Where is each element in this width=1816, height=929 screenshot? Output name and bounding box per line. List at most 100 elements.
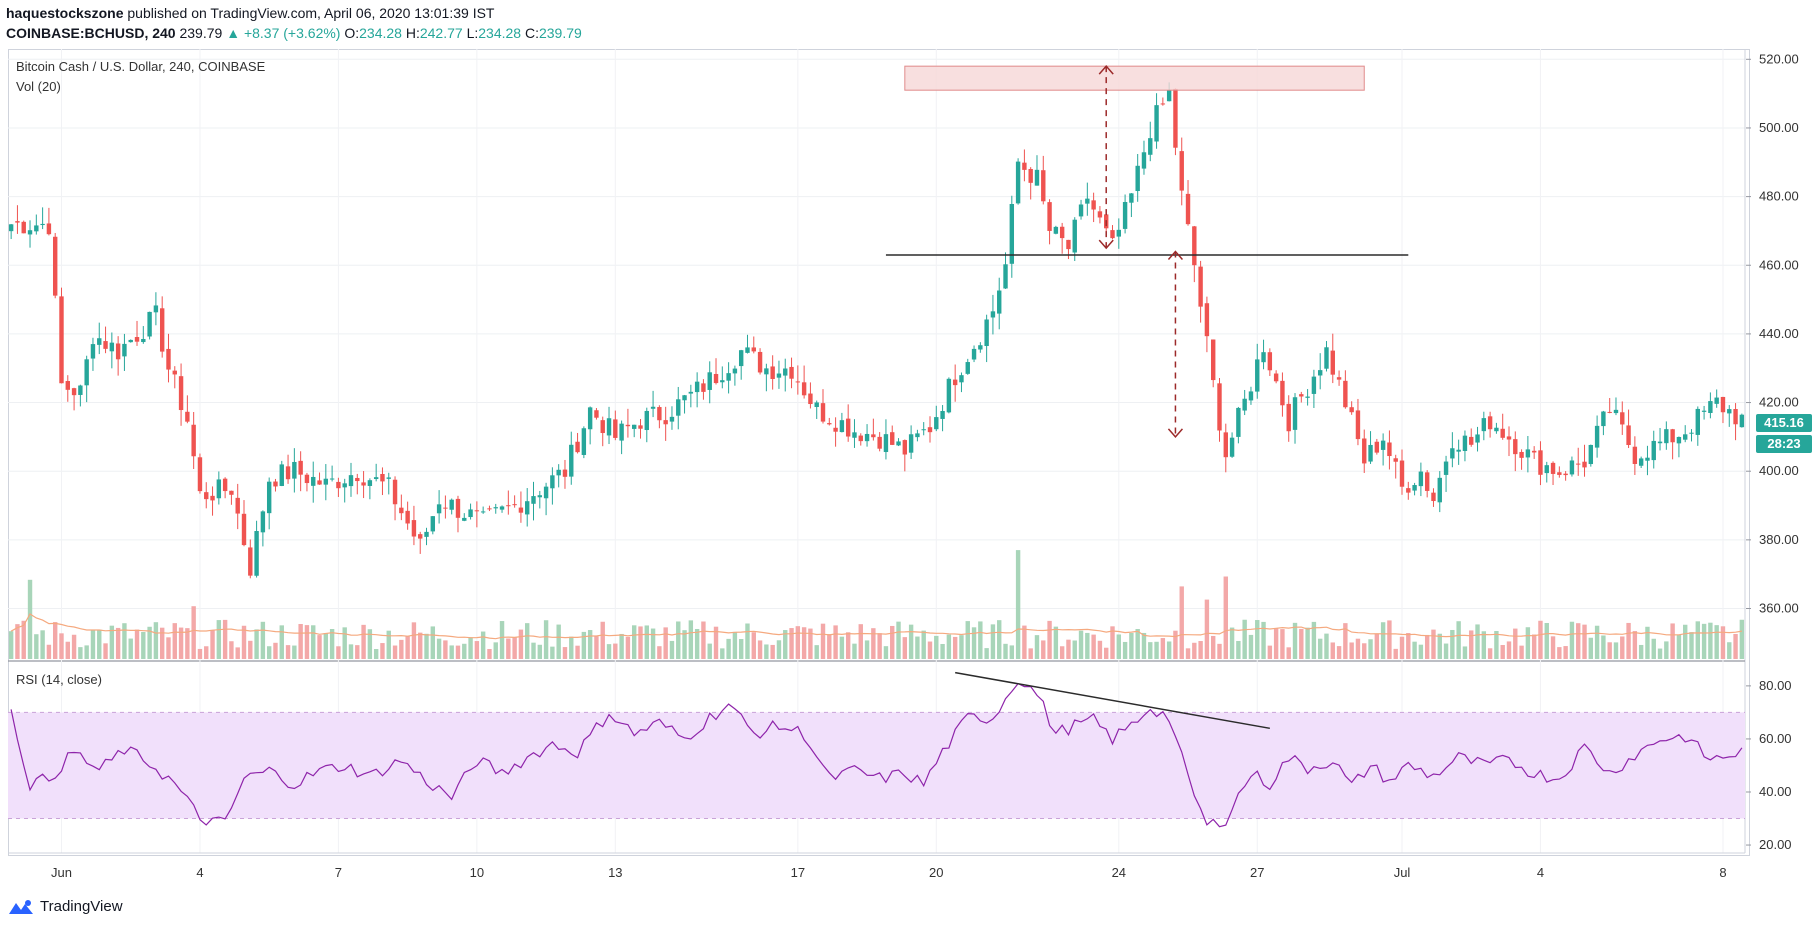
tradingview-brand[interactable]: TradingView (8, 898, 123, 915)
volume-bar (373, 649, 379, 659)
resistance-zone[interactable] (904, 65, 1365, 91)
volume-bar (1727, 642, 1732, 659)
volume-bar (537, 644, 543, 659)
candle-body (462, 517, 467, 521)
volume-bar (934, 635, 939, 659)
volume-bar (1613, 642, 1619, 659)
candle-body (1475, 434, 1480, 443)
volume-bar (1248, 634, 1254, 659)
candle-body (210, 495, 215, 501)
candle-body (216, 479, 222, 499)
candle-body (820, 403, 826, 422)
candle-body (1173, 88, 1178, 148)
volume-bar (1475, 624, 1480, 659)
volume-bar (1003, 643, 1008, 659)
volume-bar (908, 624, 914, 659)
volume-bar (978, 621, 983, 659)
volume-bar (726, 638, 731, 659)
volume-bar (65, 641, 70, 659)
candle-body (222, 478, 228, 492)
candle-body (1645, 457, 1650, 461)
volume-bar (449, 645, 454, 659)
close-value: 239.79 (538, 25, 582, 41)
candle-body (1727, 409, 1732, 414)
price-change: ▲ +8.37 (+3.62%) (226, 25, 341, 41)
candle-body (959, 375, 964, 383)
candle-body (1267, 352, 1273, 371)
volume-bar (990, 624, 996, 659)
candle-body (1544, 465, 1549, 474)
candle-body (430, 516, 436, 532)
candle-body (1059, 226, 1065, 239)
candle-body (845, 418, 851, 437)
volume-bar (216, 620, 222, 659)
volume-bar (1122, 641, 1128, 659)
candle-body (1638, 458, 1644, 466)
volume-bar (1594, 625, 1600, 659)
candle-body (1689, 432, 1694, 434)
candle-body (159, 308, 165, 352)
volume-bar (21, 620, 26, 659)
volume-bar (1500, 645, 1505, 659)
volume-bar (1097, 640, 1103, 659)
volume-bar (1550, 636, 1556, 659)
candle-body (1431, 492, 1436, 502)
candle-body (770, 366, 775, 379)
volume-bar (1041, 640, 1046, 659)
candle-body (556, 469, 561, 476)
volume-bar (1387, 620, 1392, 659)
volume-bar (298, 623, 303, 659)
low-label: L: (466, 25, 479, 41)
volume-bar (1538, 620, 1543, 659)
time-tick-label: 27 (1250, 865, 1264, 880)
rsi-divergence-trendline[interactable] (955, 671, 1270, 730)
candle-body (147, 311, 152, 337)
candle-body (1236, 407, 1241, 437)
volume-bar (952, 636, 958, 659)
volume-bar (997, 620, 1002, 659)
volume-bar (1324, 633, 1329, 659)
volume-bar (575, 645, 580, 659)
volume-bar (631, 625, 637, 659)
volume-bar (1009, 645, 1015, 659)
candle-body (1362, 438, 1367, 464)
volume-bar (436, 638, 442, 659)
open-label: O: (344, 25, 360, 41)
candle-body (134, 337, 140, 342)
volume-bar (883, 646, 889, 659)
volume-bar (820, 623, 826, 659)
candle-body (600, 420, 605, 434)
volume-bar (128, 638, 133, 659)
candle-body (839, 420, 845, 433)
volume-bar (399, 639, 404, 659)
volume-bar (864, 640, 870, 659)
volume-bar (84, 645, 89, 659)
volume-bar (34, 634, 39, 659)
publish-line: haquestockszone published on TradingView… (6, 5, 494, 21)
volume-bar (833, 625, 838, 659)
volume-bar (1431, 629, 1436, 659)
volume-bar (619, 633, 624, 659)
candle-body (285, 466, 291, 480)
measured-move-down-tail (1167, 250, 1184, 261)
volume-bar (915, 636, 920, 659)
candle-body (644, 410, 649, 431)
candle-body (1506, 436, 1512, 440)
volume-bar (1443, 643, 1449, 659)
volume-bar (59, 633, 64, 659)
volume-bar (877, 633, 882, 659)
volume-bar (222, 619, 228, 659)
candle-body (814, 402, 819, 407)
candle-body (518, 507, 524, 513)
volume-bar (896, 621, 901, 659)
candle-body (1122, 201, 1128, 229)
volume-bar (921, 630, 926, 659)
candle-body (241, 513, 247, 546)
volume-bar (1664, 641, 1669, 659)
candle-body (1538, 450, 1543, 475)
candle-body (619, 423, 624, 441)
volume-bar (814, 645, 819, 659)
candle-body (1204, 303, 1210, 337)
volume-bar (1148, 642, 1153, 659)
